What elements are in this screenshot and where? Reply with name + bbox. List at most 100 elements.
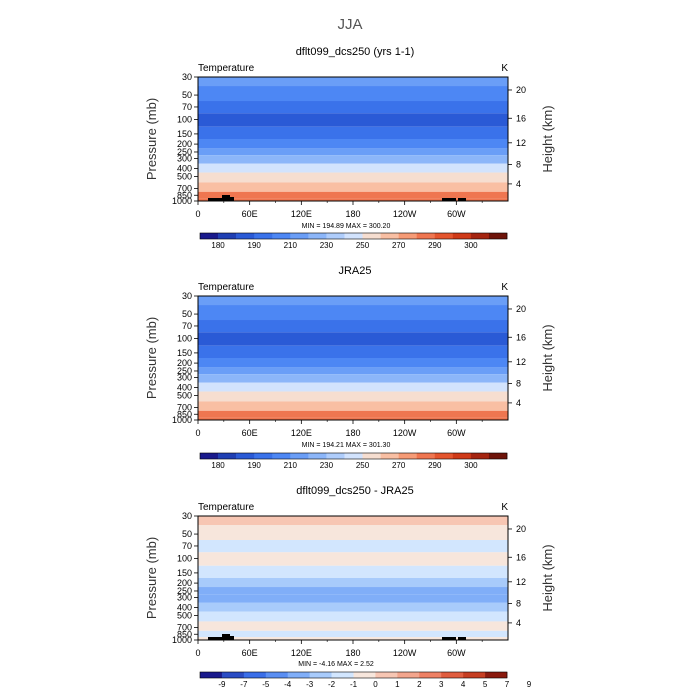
y2-tick-label: 4 — [516, 179, 521, 189]
y2-axis-label: Height (km) — [540, 324, 555, 391]
panel-title: dflt099_dcs250 - JRA25 — [296, 485, 413, 497]
y-axis-label: Pressure (mb) — [144, 98, 159, 180]
contour-band — [198, 587, 508, 595]
colorbar-label: 180 — [211, 241, 225, 250]
contour-band — [198, 332, 508, 346]
x-tick-label: 60W — [447, 648, 466, 658]
panel-title: dflt099_dcs250 (yrs 1-1) — [296, 46, 415, 58]
colorbar-swatch — [326, 233, 345, 239]
panel-2: JRA25 Temperature K 30507010015020025030… — [144, 265, 555, 470]
y2-tick-label: 8 — [516, 378, 521, 388]
y-tick-label: 250 — [177, 147, 192, 157]
contour-band — [198, 101, 508, 114]
y2-tick-label: 12 — [516, 357, 526, 367]
y-tick-label: 200 — [177, 139, 192, 149]
y-axis-label: Pressure (mb) — [144, 317, 159, 399]
colorbar-swatch — [309, 672, 332, 678]
colorbar-swatch — [200, 233, 219, 239]
colorbar-swatch — [434, 233, 454, 239]
colorbar-swatch — [416, 453, 436, 459]
y-tick-label: 200 — [177, 358, 192, 368]
y-tick-label: 30 — [182, 511, 192, 521]
contour-band — [198, 172, 508, 183]
colorbar-label: 0 — [373, 680, 378, 689]
y-tick-label: 30 — [182, 291, 192, 301]
y-tick-label: 700 — [177, 183, 192, 193]
y-tick-label: 70 — [182, 102, 192, 112]
units-label: K — [501, 63, 508, 74]
contour-band — [198, 155, 508, 164]
x-tick-label: 180 — [345, 428, 360, 438]
colorbar-swatch — [463, 672, 486, 678]
panel-1: dflt099_dcs250 (yrs 1-1) Temperature K 3… — [144, 46, 555, 250]
colorbar-swatch — [308, 453, 327, 459]
colorbar-label: 250 — [356, 461, 370, 470]
colorbar-label: 300 — [464, 461, 478, 470]
min-max-label: MIN = 194.21 MAX = 301.30 — [302, 442, 391, 449]
contour-band — [198, 198, 508, 201]
x-tick-label: 0 — [195, 428, 200, 438]
colorbar-swatch — [488, 233, 508, 239]
y2-tick-label: 12 — [516, 577, 526, 587]
y-tick-label: 400 — [177, 383, 192, 393]
contour-band — [198, 578, 508, 588]
contour-band — [198, 382, 508, 392]
y2-tick-label: 20 — [516, 524, 526, 534]
colorbar-label: 230 — [320, 461, 334, 470]
x-tick-label: 60E — [242, 209, 258, 219]
colorbar-label: 5 — [483, 680, 488, 689]
y-tick-label: 850 — [177, 190, 192, 200]
colorbar-swatch — [218, 453, 237, 459]
y-tick-label: 1000 — [172, 196, 192, 206]
variable-label: Temperature — [198, 282, 255, 293]
contour-band — [198, 139, 508, 149]
y2-tick-label: 16 — [516, 113, 526, 123]
y-tick-label: 50 — [182, 529, 192, 539]
y2-tick-label: 20 — [516, 85, 526, 95]
colorbar-swatch — [419, 672, 442, 678]
colorbar-label: -7 — [240, 680, 248, 689]
colorbar-label: 190 — [248, 461, 262, 470]
colorbar-swatch — [290, 233, 309, 239]
topography — [458, 637, 466, 640]
y-tick-label: 70 — [182, 541, 192, 551]
y2-tick-label: 4 — [516, 398, 521, 408]
variable-label: Temperature — [198, 502, 255, 513]
colorbar-swatch — [362, 233, 381, 239]
colorbar-swatch — [398, 233, 418, 239]
contour-band — [198, 320, 508, 333]
x-tick-label: 0 — [195, 648, 200, 658]
topography — [208, 637, 214, 640]
x-tick-label: 180 — [345, 648, 360, 658]
colorbar-swatch — [218, 233, 237, 239]
contour-band — [198, 637, 508, 640]
y-tick-label: 300 — [177, 153, 192, 163]
contour-band — [198, 77, 508, 87]
y2-tick-label: 8 — [516, 598, 521, 608]
colorbar-label: 270 — [392, 241, 406, 250]
colorbar-swatch — [485, 672, 508, 678]
y2-tick-label: 16 — [516, 332, 526, 342]
colorbar-swatch — [375, 672, 398, 678]
colorbar: -9 -7 -5 -4 -3 -2 -1 0 1 2 3 4 5 7 9 — [199, 671, 532, 689]
y-tick-label: 400 — [177, 603, 192, 613]
colorbar-label: 7 — [505, 680, 510, 689]
colorbar-label: 270 — [392, 461, 406, 470]
colorbar-label: 230 — [320, 241, 334, 250]
colorbar-frame — [199, 452, 508, 460]
units-label: K — [501, 282, 508, 293]
colorbar-swatch — [488, 453, 508, 459]
colorbar-label: 2 — [417, 680, 422, 689]
contour-band — [198, 148, 508, 156]
colorbar-swatch — [380, 453, 399, 459]
y-tick-label: 500 — [177, 171, 192, 181]
y2-tick-label: 20 — [516, 304, 526, 314]
y-tick-label: 70 — [182, 321, 192, 331]
colorbar-swatch — [200, 453, 219, 459]
y-tick-label: 700 — [177, 622, 192, 632]
y-tick-label: 850 — [177, 629, 192, 639]
colorbar-frame — [199, 232, 508, 240]
topography — [222, 634, 230, 640]
